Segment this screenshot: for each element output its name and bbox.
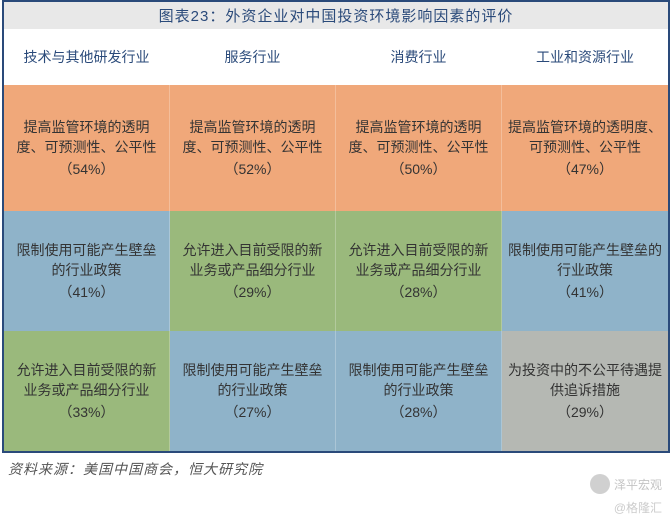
col-header: 技术与其他研发行业 [4,29,170,85]
data-row-1: 提高监管环境的透明度、可预测性、公平性 （54%） 提高监管环境的透明度、可预测… [4,85,668,211]
cell-text: 提高监管环境的透明度、可预测性、公平性 [10,117,163,158]
cell-pct: （28%） [390,282,446,302]
table-cell: 限制使用可能产生壁垒的行业政策 （27%） [170,331,336,451]
table-cell: 提高监管环境的透明度、可预测性、公平性 （47%） [502,85,668,211]
data-row-3: 允许进入目前受限的新业务或产品细分行业 （33%） 限制使用可能产生壁垒的行业政… [4,331,668,451]
data-row-2: 限制使用可能产生壁垒的行业政策 （41%） 允许进入目前受限的新业务或产品细分行… [4,211,668,331]
table-cell: 提高监管环境的透明度、可预测性、公平性 （54%） [4,85,170,211]
table-cell: 允许进入目前受限的新业务或产品细分行业 （28%） [336,211,502,331]
cell-text: 限制使用可能产生壁垒的行业政策 [342,360,495,401]
cell-text: 提高监管环境的透明度、可预测性、公平性 [508,117,662,158]
table-cell: 允许进入目前受限的新业务或产品细分行业 （29%） [170,211,336,331]
cell-pct: （33%） [58,402,114,422]
table-cell: 限制使用可能产生壁垒的行业政策 （41%） [4,211,170,331]
cell-pct: （29%） [557,402,613,422]
watermark-text: 泽平宏观 [614,476,662,493]
table-cell: 提高监管环境的透明度、可预测性、公平性 （50%） [336,85,502,211]
cell-pct: （50%） [390,159,446,179]
cell-pct: （28%） [390,402,446,422]
cell-text: 允许进入目前受限的新业务或产品细分行业 [176,240,329,281]
cell-pct: （47%） [557,159,613,179]
watermark-brand: 泽平宏观 [590,474,662,494]
cell-pct: （52%） [224,159,280,179]
col-header: 服务行业 [170,29,336,85]
cell-text: 允许进入目前受限的新业务或产品细分行业 [10,360,163,401]
cell-pct: （41%） [557,282,613,302]
table-cell: 限制使用可能产生壁垒的行业政策 （41%） [502,211,668,331]
chart-title: 图表23：外资企业对中国投资环境影响因素的评价 [4,2,668,29]
col-header: 消费行业 [336,29,502,85]
cell-pct: （54%） [58,159,114,179]
col-header: 工业和资源行业 [502,29,668,85]
cell-text: 允许进入目前受限的新业务或产品细分行业 [342,240,495,281]
chart-container: 图表23：外资企业对中国投资环境影响因素的评价 技术与其他研发行业 服务行业 消… [2,0,670,453]
table-cell: 提高监管环境的透明度、可预测性、公平性 （52%） [170,85,336,211]
cell-text: 提高监管环境的透明度、可预测性、公平性 [176,117,329,158]
cell-pct: （41%） [58,282,114,302]
table-cell: 为投资中的不公平待遇提供追诉措施 （29%） [502,331,668,451]
table-cell: 允许进入目前受限的新业务或产品细分行业 （33%） [4,331,170,451]
source-text: 资料来源：美国中国商会，恒大研究院 [0,453,672,485]
cell-text: 限制使用可能产生壁垒的行业政策 [10,240,163,281]
cell-pct: （29%） [224,282,280,302]
cell-text: 提高监管环境的透明度、可预测性、公平性 [342,117,495,158]
watermark-icon [590,474,610,494]
table-cell: 限制使用可能产生壁垒的行业政策 （28%） [336,331,502,451]
watermark-handle: @格隆汇 [614,499,662,516]
cell-pct: （27%） [224,402,280,422]
header-row: 技术与其他研发行业 服务行业 消费行业 工业和资源行业 [4,29,668,85]
cell-text: 为投资中的不公平待遇提供追诉措施 [508,360,662,401]
cell-text: 限制使用可能产生壁垒的行业政策 [508,240,662,281]
cell-text: 限制使用可能产生壁垒的行业政策 [176,360,329,401]
